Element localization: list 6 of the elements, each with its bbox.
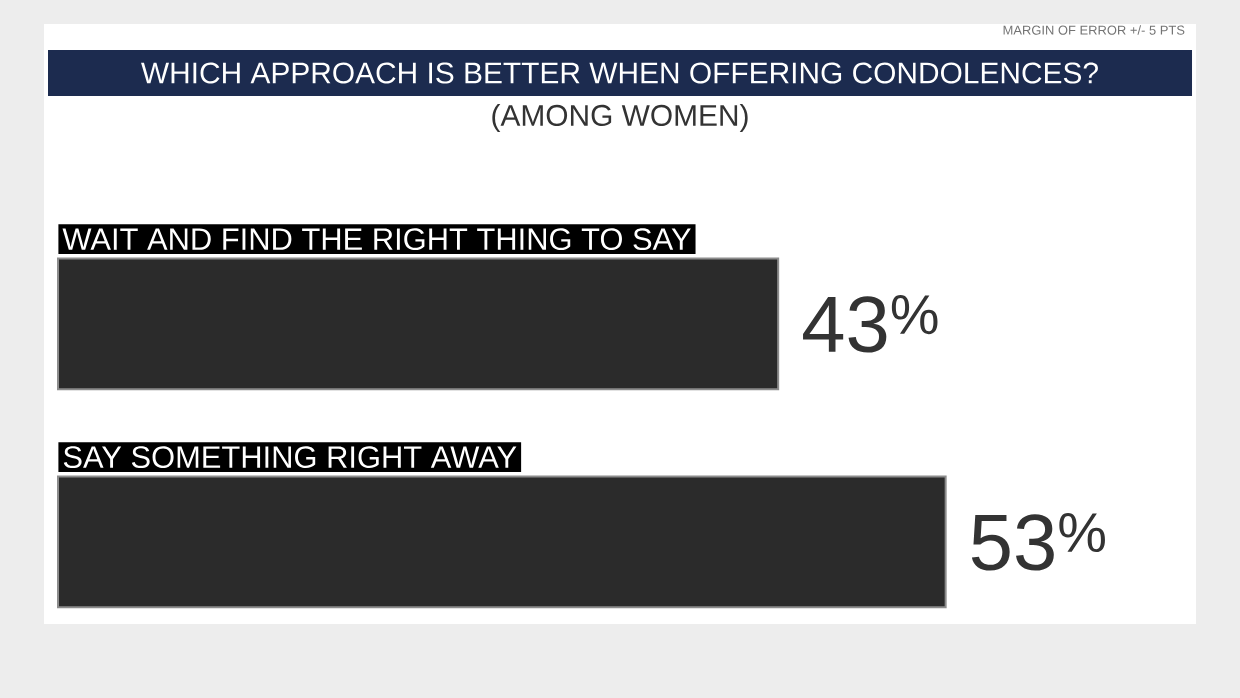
chart-subtitle: (AMONG WOMEN) xyxy=(492,104,748,132)
y-tick-label: WAIT AND FIND THE RIGHT THING TO SAY xyxy=(62,228,691,251)
chart-title: WHICH APPROACH IS BETTER WHEN OFFERING CONDOLENCES? xyxy=(141,62,1098,84)
data-label: 43$^{%}$ xyxy=(803,295,938,353)
data-label: 53$^{%}$ xyxy=(971,513,1105,571)
y-tick-label: SAY SOMETHING RIGHT AWAY xyxy=(63,446,517,469)
